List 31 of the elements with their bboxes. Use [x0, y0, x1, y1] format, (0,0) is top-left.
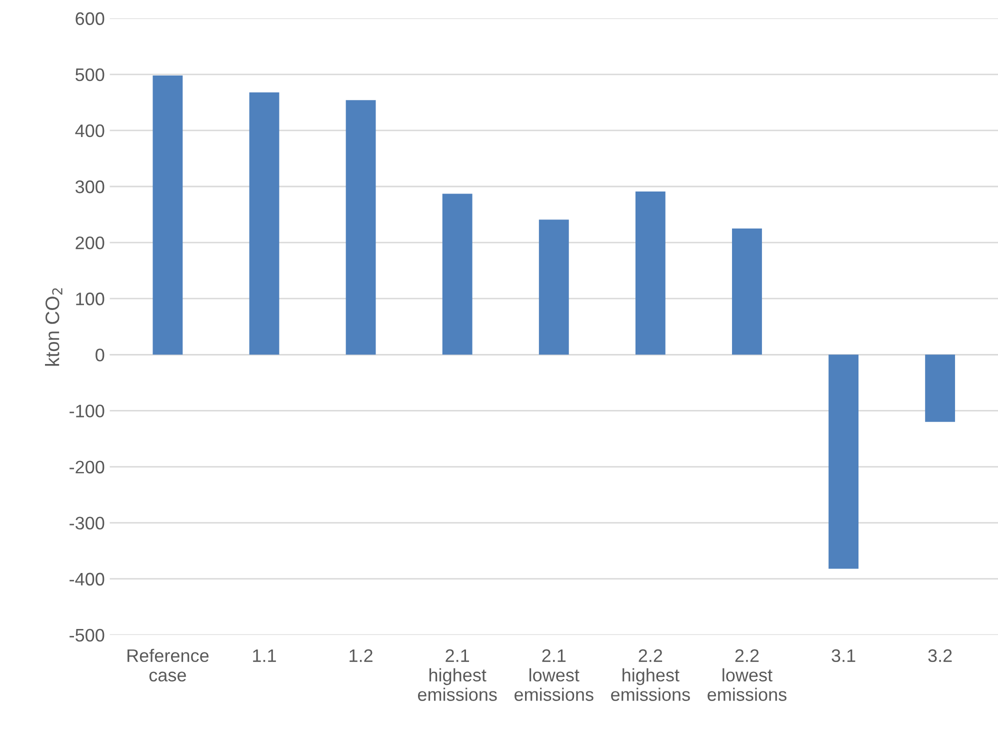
bar: [442, 194, 472, 355]
x-tick-label: 1.1: [253, 649, 276, 662]
x-tick-label: 2.1 lowest emissions: [514, 649, 594, 701]
y-tick-label: -100: [70, 404, 104, 418]
x-tick-label: 2.1 highest emissions: [418, 649, 497, 701]
x-tick-label: 2.2 lowest emissions: [708, 649, 786, 701]
bar: [346, 100, 376, 355]
bar: [249, 92, 280, 355]
bar: [635, 192, 666, 355]
x-tick-label: Reference case: [128, 648, 209, 682]
y-axis-title: kton CO$_{2}$: [45, 288, 62, 366]
x-tick-label: 3.2: [928, 649, 952, 662]
y-tick-label: 500: [76, 68, 104, 82]
y-tick-label: 600: [76, 12, 104, 26]
y-tick-label: -300: [70, 516, 104, 530]
bar: [925, 354, 956, 422]
x-tick-label: 1.2: [350, 649, 372, 662]
y-tick-label: 0: [96, 348, 104, 362]
bar: [828, 354, 858, 569]
bar: [732, 228, 762, 355]
y-tick-label: -400: [70, 572, 104, 586]
y-tick-label: -500: [70, 628, 104, 642]
x-tick-label: 2.2 highest emissions: [611, 649, 690, 701]
y-tick-label: 200: [76, 236, 104, 250]
y-tick-label: 400: [75, 124, 104, 138]
y-tick-label: -200: [70, 460, 104, 474]
y-tick-label: 300: [75, 180, 104, 194]
x-tick-label: 3.1: [832, 649, 856, 662]
bar: [538, 220, 569, 355]
bar: [152, 76, 183, 355]
y-tick-label: 100: [76, 292, 104, 306]
